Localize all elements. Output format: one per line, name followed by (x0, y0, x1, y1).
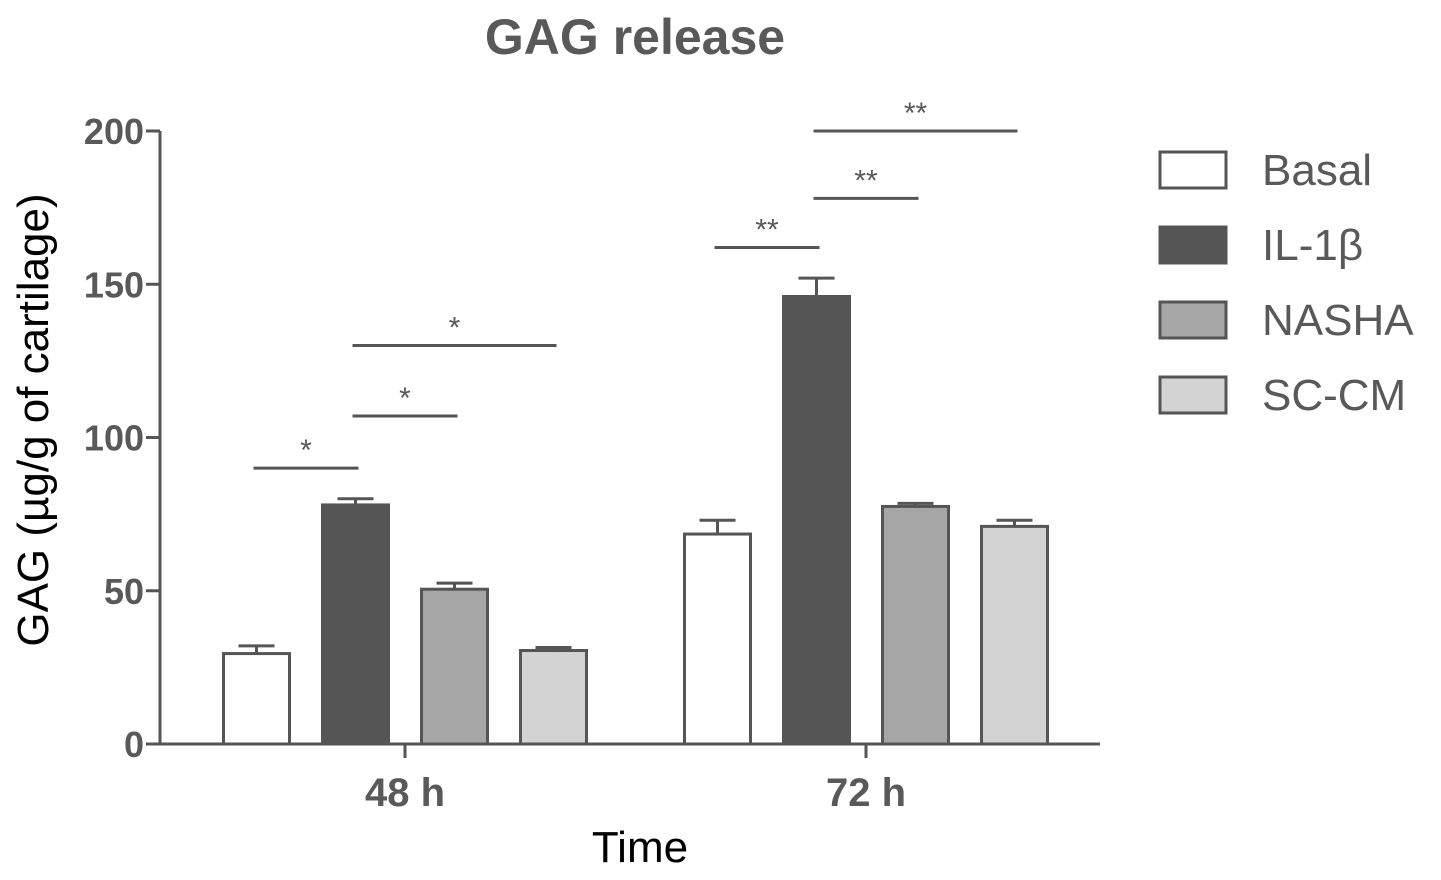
legend-label-il-1: IL-1β (1262, 221, 1363, 270)
bar-il-1-48-h (321, 503, 390, 746)
significance-label-3: ** (755, 213, 779, 246)
significance-label-2: * (449, 312, 461, 345)
legend-swatch-il-1 (1158, 225, 1228, 265)
significance-label-1: * (399, 382, 411, 415)
bar-basal-72-h (683, 532, 752, 746)
bar-sc-cm-48-h (519, 649, 588, 746)
y-tick-label-150: 150 (84, 264, 144, 305)
significance-label-5: ** (904, 97, 928, 130)
bar-nasha-48-h (420, 587, 489, 746)
legend-label-sc-cm: SC-CM (1262, 371, 1406, 420)
x-tick-label-72-h: 72 h (826, 771, 906, 815)
bar-sc-cm-72-h (980, 524, 1049, 746)
chart-title: GAG release (485, 9, 785, 65)
legend-label-basal: Basal (1262, 146, 1372, 195)
significance-label-0: * (300, 434, 312, 467)
bar-il-1-72-h (782, 295, 851, 746)
bar-basal-48-h (222, 652, 291, 746)
x-tick-label-48-h: 48 h (365, 771, 445, 815)
y-tick-label-50: 50 (104, 571, 144, 612)
legend-swatch-sc-cm (1158, 375, 1228, 415)
legend-label-nasha: NASHA (1262, 296, 1414, 345)
y-tick-label-200: 200 (84, 111, 144, 152)
legend-swatch-nasha (1158, 300, 1228, 340)
x-axis-label: Time (592, 823, 688, 872)
y-tick-label-100: 100 (84, 418, 144, 459)
significance-label-4: ** (854, 164, 878, 197)
y-axis-label: GAG (µg/g of cartilage) (9, 193, 58, 646)
bar-nasha-72-h (881, 504, 950, 746)
y-tick-label-0: 0 (124, 724, 144, 765)
legend: Basal IL-1β NASHA SC-CM (1158, 146, 1414, 420)
legend-swatch-basal (1158, 150, 1228, 190)
